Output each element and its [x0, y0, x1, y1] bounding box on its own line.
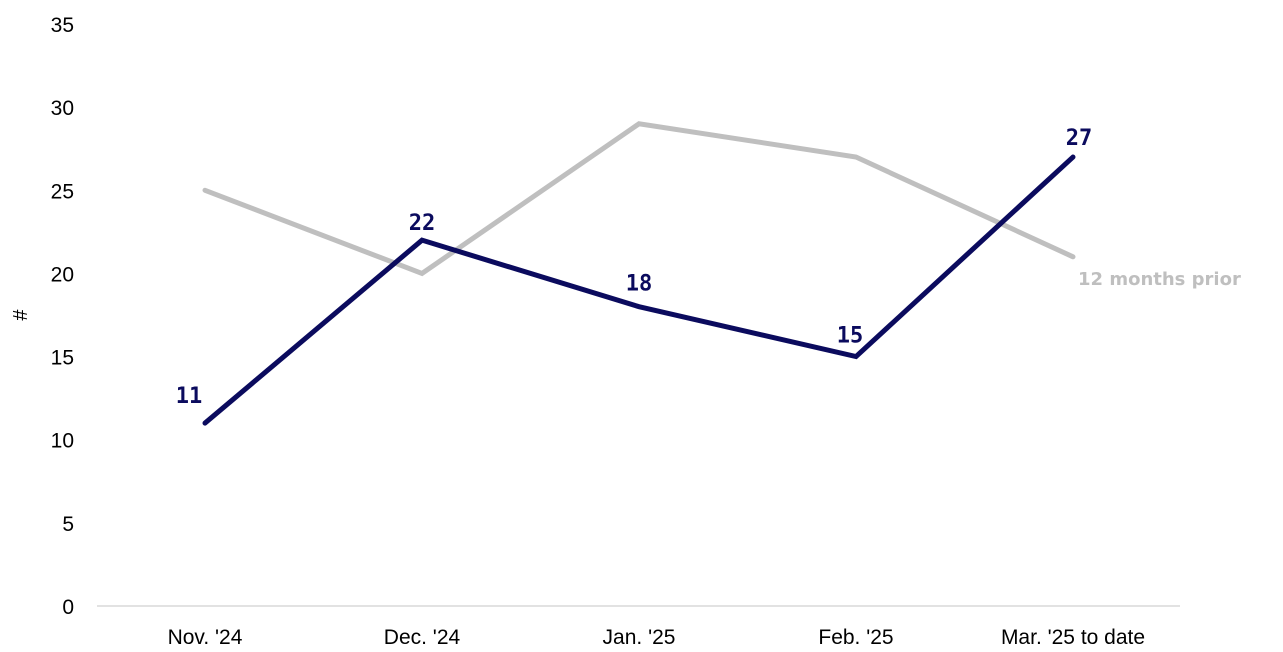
series-layer: [202, 121, 1076, 426]
x-tick-label: Mar. '25 to date: [1001, 626, 1145, 649]
data-label: 27: [1066, 126, 1093, 151]
data-label: 22: [409, 211, 436, 236]
x-axis: Nov. '24 Dec. '24 Jan. '25 Feb. '25 Mar. '25…: [97, 605, 1180, 649]
data-label: 11: [176, 384, 203, 409]
y-tick-label: 30: [51, 97, 74, 120]
y-tick-label: 0: [62, 596, 74, 619]
y-axis-label-group: #: [10, 309, 32, 321]
y-tick-label: 25: [51, 180, 74, 203]
y-tick-label: 10: [51, 430, 74, 453]
y-tick-label: 35: [51, 14, 74, 37]
series-line-current: [202, 154, 1076, 426]
x-tick-label: Jan. '25: [603, 626, 676, 649]
y-axis-label: #: [10, 309, 32, 321]
data-labels-layer: 12 months prior 11 22 18 15 27: [176, 126, 1241, 409]
y-tick-label: 20: [51, 263, 74, 286]
data-label: 15: [837, 324, 864, 349]
x-tick-label: Dec. '24: [384, 626, 461, 649]
y-tick-label: 5: [62, 513, 74, 536]
series-name-label: 12 months prior: [1078, 269, 1241, 290]
series-line-12-months-prior: [202, 121, 1076, 277]
x-tick-label: Feb. '25: [818, 626, 893, 649]
data-label: 18: [626, 272, 653, 297]
y-tick-label: 15: [51, 347, 74, 370]
x-tick-label: Nov. '24: [168, 626, 243, 649]
y-axis-ticks: 0 5 10 15 20 25 30 35: [51, 14, 74, 619]
